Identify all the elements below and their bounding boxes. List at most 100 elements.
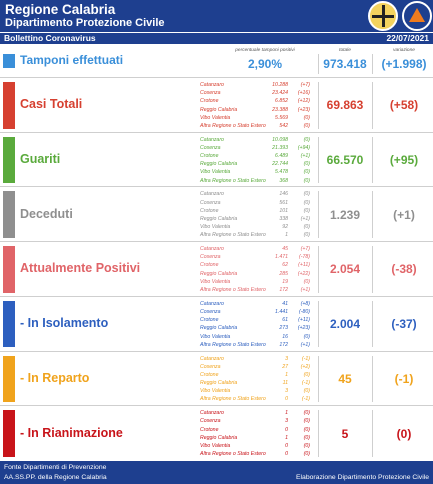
column-divider — [372, 191, 373, 239]
province-list: Catanzaro 3 (-1) Cosenza 27 (+2) Crotone 1 (0) Re… — [200, 355, 310, 404]
province-row: Crotone 62 (+11) — [200, 261, 310, 269]
variation-header: variazione — [393, 48, 415, 53]
section-row-deceduti: Deceduti Catanzaro 146 (0) Cosenza 561 (0) Crot… — [0, 187, 433, 242]
province-delta: (+94) — [297, 144, 310, 151]
province-row: Crotone 101 (0) — [200, 207, 310, 215]
column-divider — [318, 136, 319, 184]
row-separator — [0, 186, 433, 188]
province-name: Cosenza — [200, 308, 221, 315]
province-row: Reggio Calabria 273 (+23) — [200, 324, 310, 332]
province-delta: (0) — [303, 418, 310, 425]
province-delta: (0) — [303, 136, 310, 143]
province-row: Altra Regione o Stato Estero 172 (+1) — [200, 286, 310, 294]
province-value: 368 — [279, 177, 288, 184]
province-row: Reggio Calabria 11 (-1) — [200, 379, 310, 387]
province-name: Reggio Calabria — [200, 215, 238, 222]
section-row-guariti: Guariti Catanzaro 10.098 (0) Cosenza 21.393 (+… — [0, 133, 433, 188]
province-name: Catanzaro — [200, 355, 224, 362]
pct-header: percentuale tamponi positivi — [235, 48, 295, 53]
province-row: Catanzaro 1 (0) — [200, 409, 310, 417]
section-label: - In Rianimazione — [20, 425, 123, 440]
province-delta: (0) — [303, 191, 310, 198]
province-list: Catanzaro 10.288 (+7) Cosenza 23.424 (+16) Cro… — [200, 81, 310, 130]
bulletin-label: Bollettino Coronavirus — [4, 33, 96, 43]
province-row: Altra Regione o Stato Estero 0 (0) — [200, 450, 310, 458]
province-row: Cosenza 3 (0) — [200, 417, 310, 425]
province-row: Vibo Valentia 5.569 (0) — [200, 114, 310, 122]
province-row: Crotone 0 (0) — [200, 426, 310, 434]
province-row: Vibo Valentia 0 (0) — [200, 442, 310, 450]
province-name: Vibo Valentia — [200, 169, 231, 176]
province-value: 61 — [282, 317, 288, 324]
column-divider — [372, 82, 373, 129]
province-name: Crotone — [200, 426, 219, 433]
province-name: Vibo Valentia — [200, 278, 231, 285]
province-value: 101 — [279, 207, 288, 214]
province-value: 0 — [285, 442, 288, 449]
province-value: 1.471 — [275, 254, 288, 261]
province-value: 92 — [282, 224, 288, 231]
row-separator — [0, 77, 433, 78]
province-row: Reggio Calabria 22.744 (0) — [200, 160, 310, 168]
province-row: Catanzaro 41 (+8) — [200, 300, 310, 308]
province-name: Catanzaro — [200, 136, 224, 143]
province-value: 1 — [285, 434, 288, 441]
province-list: Catanzaro 41 (+8) Cosenza 1.441 (-80) Crotone 6… — [200, 300, 310, 349]
province-name: Vibo Valentia — [200, 224, 231, 231]
section-total: 5 — [341, 426, 349, 441]
section-variation: (+58) — [389, 98, 419, 113]
footer-source: Fonte Dipartimenti di Prevenzione — [4, 464, 107, 471]
province-value: 146 — [279, 191, 288, 198]
province-name: Reggio Calabria — [200, 325, 238, 332]
pct-value: 2,90% — [247, 57, 283, 71]
province-row: Vibo Valentia 5.478 (0) — [200, 168, 310, 176]
province-delta: (0) — [303, 177, 310, 184]
row-separator — [0, 350, 433, 352]
province-delta: (+11) — [298, 262, 310, 269]
section-total: 45 — [338, 371, 352, 386]
province-value: 1 — [285, 371, 288, 378]
province-delta: (0) — [303, 434, 310, 441]
province-delta: (0) — [303, 122, 310, 129]
column-divider — [318, 300, 319, 348]
province-row: Catanzaro 45 (+7) — [200, 245, 310, 253]
column-divider — [318, 355, 319, 403]
province-row: Catanzaro 146 (0) — [200, 190, 310, 198]
province-value: 6.489 — [275, 153, 288, 160]
province-value: 27 — [282, 363, 288, 370]
province-delta: (+11) — [298, 317, 310, 324]
tamponi-total: 973.418 — [323, 57, 367, 71]
province-name: Cosenza — [200, 199, 221, 206]
section-color-bar — [3, 410, 15, 457]
section-label: Guariti — [20, 152, 61, 167]
tamponi-variation: (+1.998) — [381, 57, 427, 71]
province-row: Crotone 61 (+11) — [200, 316, 310, 324]
section-label: Deceduti — [20, 206, 73, 221]
section-total: 2.004 — [329, 317, 361, 332]
province-value: 1 — [285, 410, 288, 417]
province-name: Reggio Calabria — [200, 161, 238, 168]
section-row-casi-totali: Casi Totali Catanzaro 10.288 (+7) Cosenza 23.… — [0, 78, 433, 133]
province-name: Altra Regione o Stato Estero — [200, 232, 266, 239]
province-value: 172 — [279, 287, 288, 294]
province-delta: (-1) — [301, 355, 310, 362]
column-divider — [318, 246, 319, 293]
province-row: Cosenza 23.424 (+16) — [200, 89, 310, 97]
province-value: 0 — [285, 451, 288, 458]
province-delta: (0) — [303, 410, 310, 417]
tamponi-color-bar — [3, 54, 15, 68]
province-name: Cosenza — [200, 144, 221, 151]
column-divider — [318, 82, 319, 129]
province-name: Catanzaro — [200, 410, 224, 417]
section-row-attualmente-positivi: Attualmente Positivi Catanzaro 45 (+7) Cosen… — [0, 242, 433, 297]
province-list: Catanzaro 146 (0) Cosenza 561 (0) Crotone 101 (0… — [200, 190, 310, 239]
province-value: 11 — [282, 380, 288, 387]
section-label: - In Isolamento — [20, 316, 109, 331]
province-delta: (+1) — [300, 341, 310, 348]
province-delta: (+1) — [300, 215, 310, 222]
row-separator — [0, 241, 433, 243]
header-subtitle: Dipartimento Protezione Civile — [5, 17, 165, 29]
column-divider — [318, 191, 319, 239]
row-separator — [0, 295, 433, 297]
province-delta: (+1) — [300, 287, 310, 294]
